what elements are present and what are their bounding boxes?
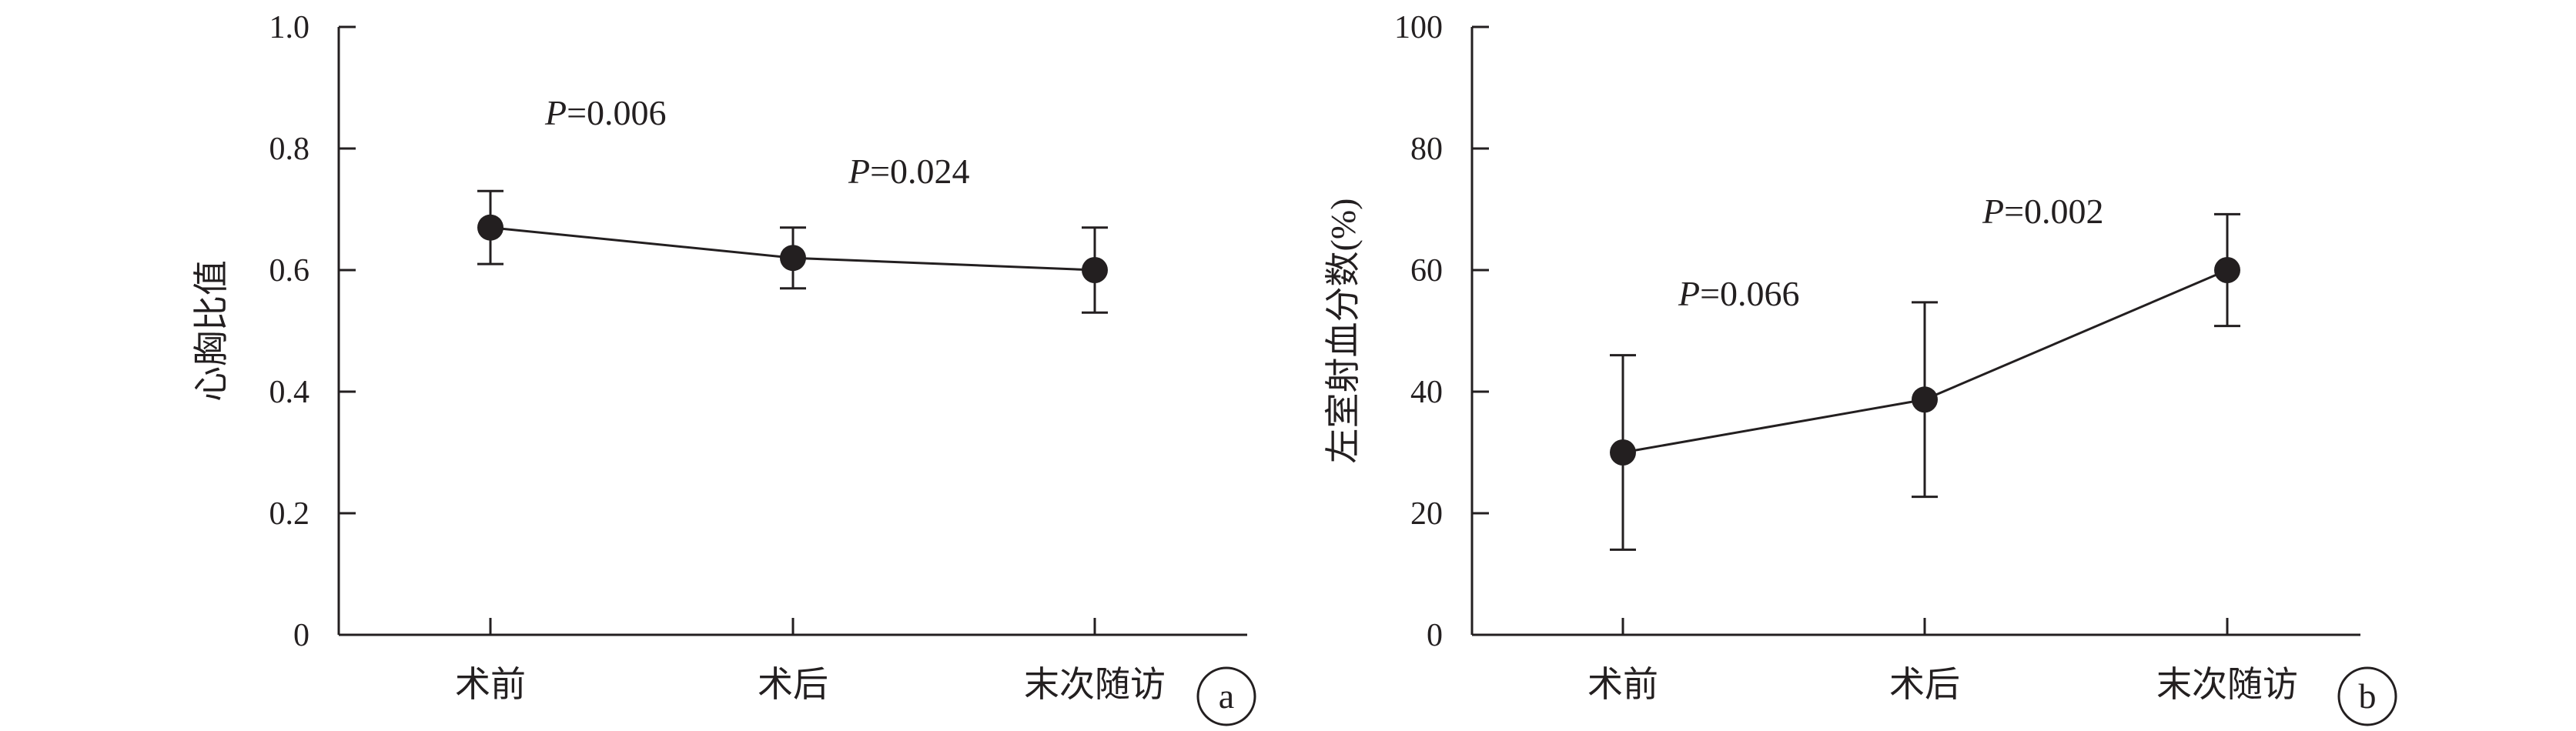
y-tick-label: 0.2 (269, 496, 310, 532)
y-tick-label: 0 (293, 618, 309, 653)
y-tick-label: 0.4 (269, 375, 310, 410)
y-tick-label: 0 (1427, 618, 1443, 653)
panel-badge-circle (1196, 666, 1256, 726)
x-category-label: 术前 (1587, 665, 1658, 704)
p-symbol: P (544, 93, 567, 132)
data-point (2214, 257, 2240, 283)
y-tick-label: 40 (1410, 375, 1443, 410)
p-symbol: P (1678, 274, 1700, 313)
data-point (477, 214, 503, 241)
y-axis-title: 左室射血分数(%) (1323, 199, 1363, 464)
x-category-label: 末次随访 (2156, 665, 2298, 704)
x-category-label: 术后 (758, 665, 828, 704)
panel-badge-circle (2337, 666, 2397, 726)
p-value-text: =0.006 (567, 93, 666, 132)
y-tick-label: 80 (1410, 132, 1443, 167)
x-category-label: 术后 (1889, 665, 1960, 704)
data-point (1912, 386, 1938, 413)
y-tick-label: 0.6 (269, 253, 310, 289)
x-category-label: 末次随访 (1024, 665, 1166, 704)
y-tick-label: 20 (1410, 496, 1443, 532)
p-value-annotation: P=0.002 (1982, 192, 2104, 231)
panel-label: b (2359, 676, 2377, 716)
p-value-annotation: P=0.006 (544, 93, 667, 132)
data-point (780, 245, 806, 272)
y-axis-title: 心胸比值 (192, 260, 231, 402)
x-category-label: 术前 (455, 665, 526, 704)
p-value-text: =0.002 (2004, 192, 2103, 231)
y-tick-label: 60 (1410, 253, 1443, 289)
data-point (1610, 439, 1636, 466)
y-tick-label: 1.0 (269, 10, 310, 45)
p-value-annotation: P=0.066 (1678, 274, 1800, 313)
p-symbol: P (848, 152, 870, 191)
panel-label: a (1219, 676, 1234, 716)
y-tick-label: 0.8 (269, 132, 310, 167)
data-point (1082, 257, 1108, 283)
p-value-text: =0.024 (870, 152, 969, 191)
p-symbol: P (1982, 192, 2004, 231)
y-tick-label: 100 (1394, 10, 1443, 45)
p-value-annotation: P=0.024 (848, 152, 970, 191)
p-value-text: =0.066 (1700, 274, 1799, 313)
chart-panel-a: 00.20.40.60.81.0术前 术后 末次随访心胸比值P=0.006P=0.0… (192, 10, 1256, 726)
